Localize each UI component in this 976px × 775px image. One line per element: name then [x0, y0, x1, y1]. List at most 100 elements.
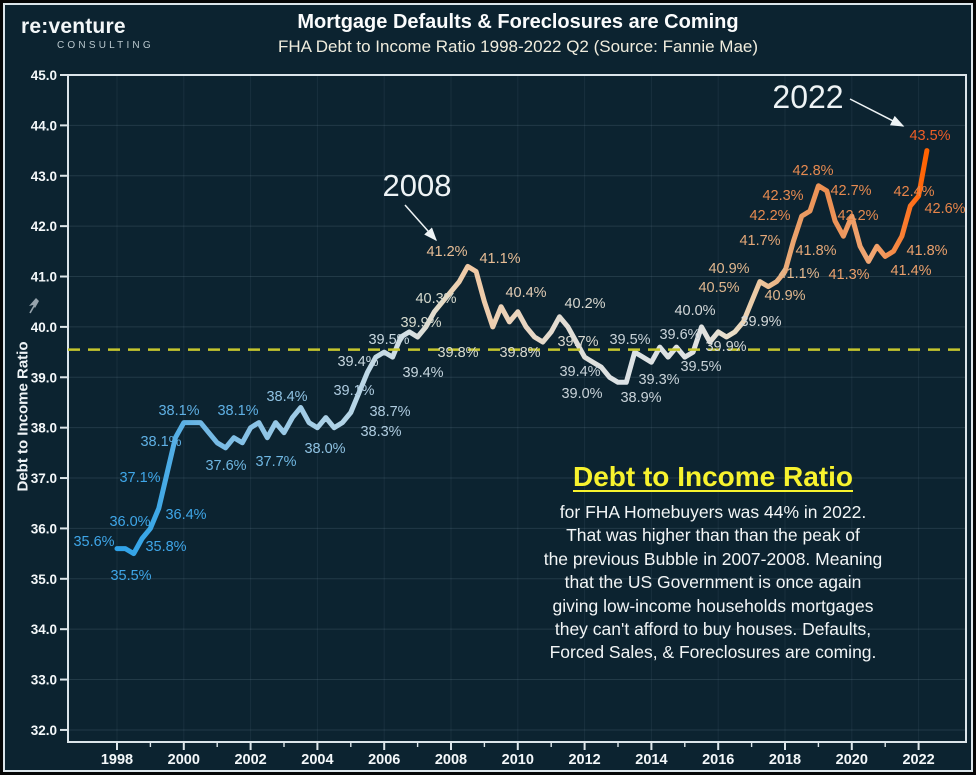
point-label: 39.7% — [557, 334, 598, 350]
x-tick-label: 2020 — [836, 752, 868, 768]
point-label: 35.5% — [110, 568, 151, 584]
point-label: 39.9% — [400, 315, 441, 331]
note-text-line: That was higher than than the peak of — [566, 525, 860, 546]
note-text-line: that the US Government is once again — [564, 572, 862, 593]
y-tick-label: 36.0 — [31, 521, 57, 536]
point-label: 38.9% — [620, 390, 661, 406]
point-label: 40.5% — [698, 280, 739, 296]
point-label: 40.0% — [674, 303, 715, 319]
x-tick-label: 2006 — [368, 752, 400, 768]
brand-logo: re:venture CONSULTING — [21, 15, 154, 51]
point-label: 40.4% — [505, 285, 546, 301]
y-tick-label: 33.0 — [31, 673, 57, 688]
y-tick-label: 34.0 — [31, 622, 57, 637]
point-label: 38.1% — [158, 403, 199, 419]
point-label: 42.6% — [924, 201, 965, 217]
y-axis-title: Debt to Income Ratio — [14, 341, 32, 492]
point-label: 42.4% — [893, 184, 934, 200]
point-label: 39.1% — [333, 383, 374, 399]
point-label: 42.3% — [762, 188, 803, 204]
point-label: 39.0% — [561, 386, 602, 402]
point-label: 41.3% — [828, 267, 869, 283]
x-tick-label: 2018 — [769, 752, 801, 768]
note-box: Debt to Income Ratio for FHA Homebuyers … — [478, 461, 948, 665]
point-label: 39.4% — [402, 365, 443, 381]
pin-icon — [29, 298, 39, 314]
point-label: 39.8% — [499, 345, 540, 361]
x-tick-label: 1998 — [101, 752, 133, 768]
point-label: 40.2% — [564, 296, 605, 312]
annotation-2008: 2008 — [383, 168, 452, 203]
point-label: 35.8% — [145, 539, 186, 555]
point-label: 41.7% — [739, 233, 780, 249]
point-label: 39.9% — [705, 339, 746, 355]
point-label: 38.0% — [304, 441, 345, 457]
annotation-arrow-2008 — [404, 204, 437, 242]
brand-tagline: CONSULTING — [57, 40, 154, 51]
point-label: 39.5% — [680, 359, 721, 375]
x-tick-label: 2014 — [635, 752, 667, 768]
point-label: 39.8% — [437, 345, 478, 361]
point-label: 41.1% — [778, 266, 819, 282]
annotation-2022: 2022 — [772, 79, 843, 115]
point-label: 36.4% — [165, 507, 206, 523]
y-tick-label: 41.0 — [31, 270, 57, 285]
y-tick-label: 32.0 — [31, 723, 57, 738]
point-label: 42.2% — [837, 208, 878, 224]
point-label: 41.4% — [890, 263, 931, 279]
note-text-line: giving low-income households mortgages — [552, 595, 874, 616]
note-body: for FHA Homebuyers was 44% in 2022. That … — [478, 501, 948, 665]
y-tick-label: 44.0 — [31, 118, 57, 133]
y-tick-label: 38.0 — [31, 421, 57, 436]
annotation-arrow-2022 — [849, 98, 905, 127]
header-bar: re:venture CONSULTING Mortgage Defaults … — [5, 5, 971, 70]
point-label: 37.6% — [205, 458, 246, 474]
x-tick-label: 2016 — [702, 752, 734, 768]
x-tick-label: 2000 — [168, 752, 200, 768]
point-label: 38.7% — [369, 404, 410, 420]
note-heading: Debt to Income Ratio — [572, 461, 853, 492]
point-label: 40.9% — [708, 261, 749, 277]
point-label: 39.5% — [368, 332, 409, 348]
page-title: Mortgage Defaults & Foreclosures are Com… — [297, 11, 739, 33]
x-tick-label: 2004 — [301, 752, 333, 768]
brand-name: re:venture — [21, 15, 126, 38]
point-label: 40.3% — [415, 291, 456, 307]
point-label: 42.2% — [749, 208, 790, 224]
point-label: 39.5% — [609, 332, 650, 348]
point-label: 36.0% — [109, 514, 150, 530]
note-text-line: Forced Sales, & Foreclosures are coming. — [549, 642, 877, 663]
y-tick-label: 43.0 — [31, 169, 57, 184]
point-label: 43.5% — [909, 128, 950, 144]
data-line — [114, 148, 930, 557]
x-tick-label: 2002 — [234, 752, 266, 768]
point-label: 38.1% — [217, 403, 258, 419]
point-label: 37.7% — [255, 454, 296, 470]
point-label: 38.1% — [140, 434, 181, 450]
y-tick-label: 42.0 — [31, 219, 57, 234]
point-label: 38.3% — [360, 424, 401, 440]
x-tick-label: 2008 — [435, 752, 467, 768]
y-tick-label: 40.0 — [31, 320, 57, 335]
point-label: 41.1% — [479, 251, 520, 267]
x-tick-label: 2022 — [902, 752, 934, 768]
note-text-line: the previous Bubble in 2007-2008. Meanin… — [543, 548, 883, 569]
point-label: 39.9% — [740, 314, 781, 330]
y-tick-label: 39.0 — [31, 370, 57, 385]
note-text-line: they can't afford to buy houses. Default… — [554, 619, 872, 640]
point-label: 35.6% — [73, 534, 114, 550]
point-label: 39.4% — [337, 354, 378, 370]
x-tick-label: 2012 — [568, 752, 600, 768]
note-text-line: for FHA Homebuyers was 44% in 2022. — [559, 502, 867, 522]
point-label: 41.8% — [906, 243, 947, 259]
x-tick-label: 2010 — [502, 752, 534, 768]
point-label: 42.7% — [830, 183, 871, 199]
point-label: 37.1% — [119, 470, 160, 486]
point-label: 39.6% — [659, 327, 700, 343]
y-tick-label: 37.0 — [31, 471, 57, 486]
point-label: 39.4% — [559, 364, 600, 380]
title-block: Mortgage Defaults & Foreclosures are Com… — [125, 11, 911, 57]
point-label: 41.2% — [426, 244, 467, 260]
point-label: 40.9% — [764, 288, 805, 304]
